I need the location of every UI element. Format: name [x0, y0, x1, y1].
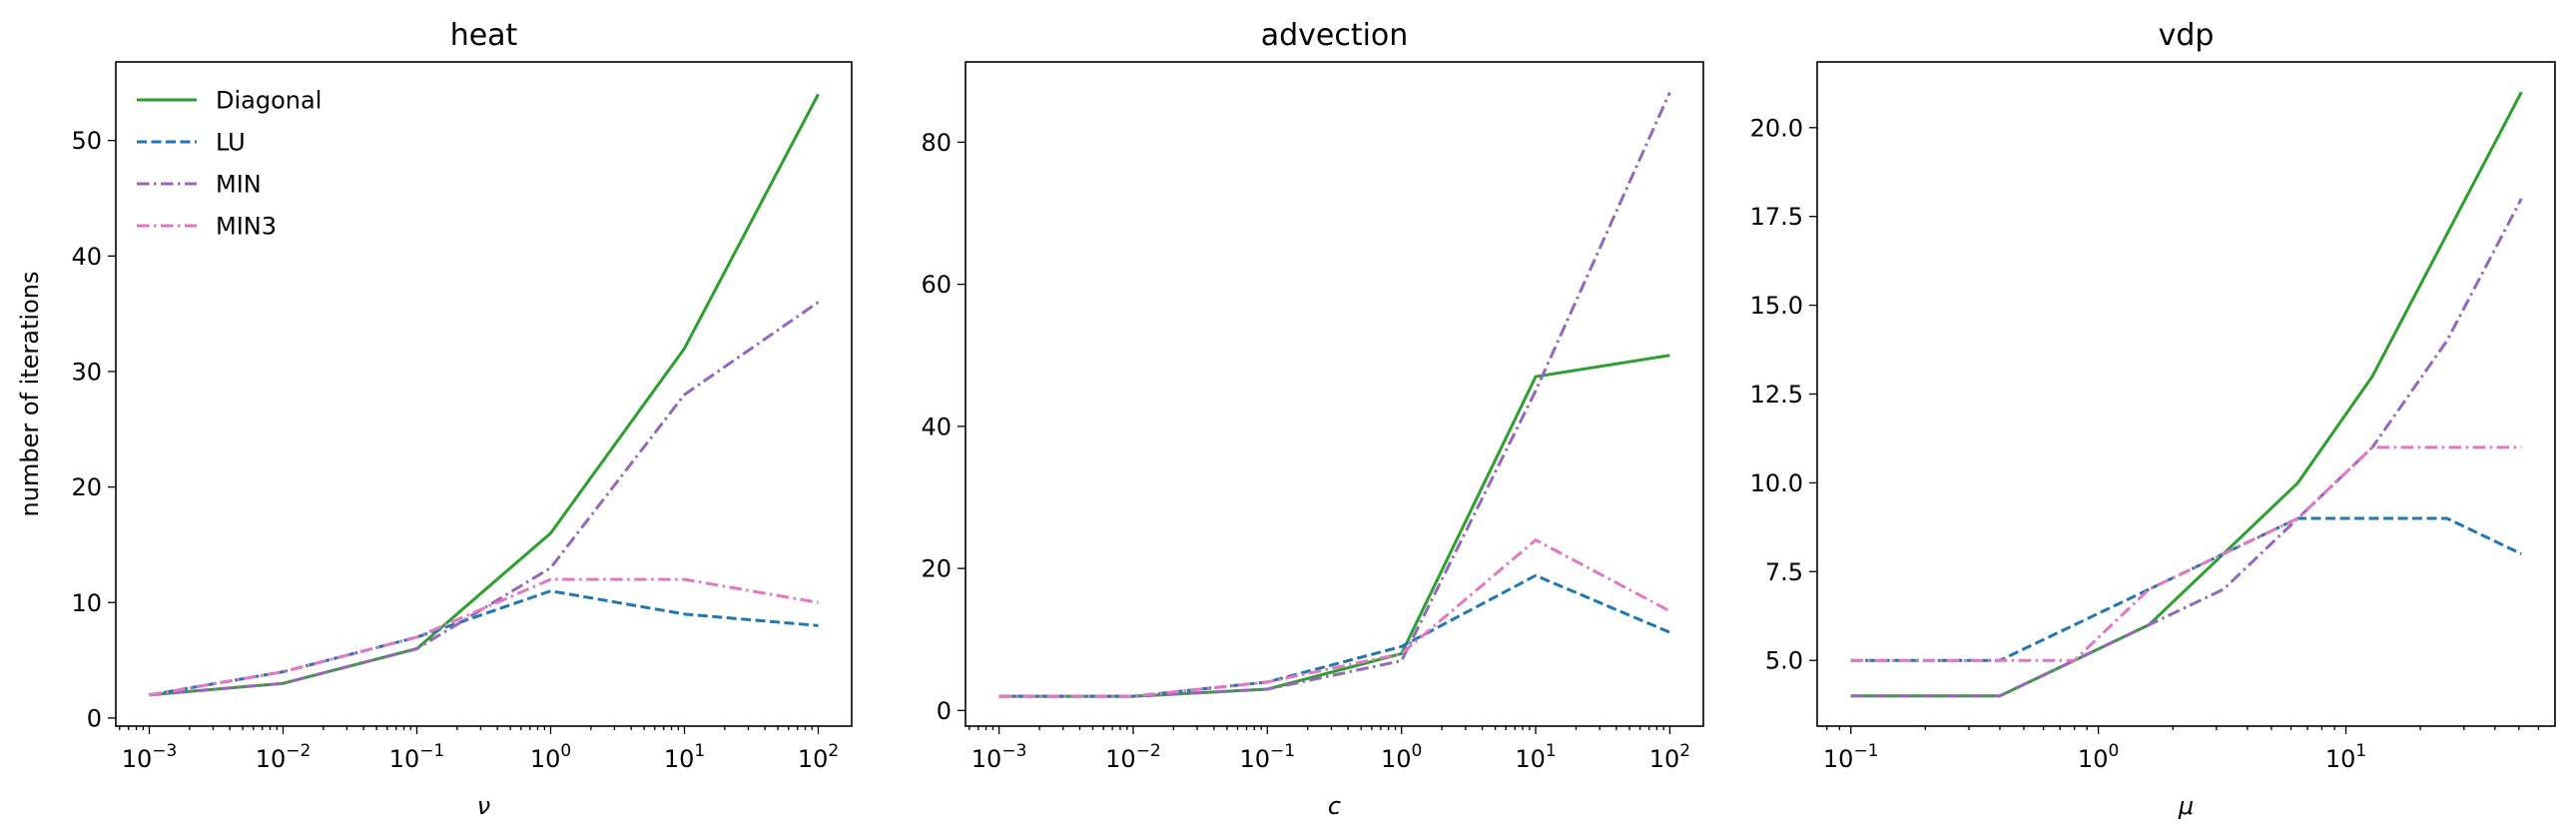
- legend-label-min: MIN: [216, 171, 262, 199]
- y-tick-label: 30: [71, 358, 102, 386]
- series-line-min3: [998, 538, 1671, 698]
- x-axis-label: μ: [2178, 792, 2194, 820]
- y-tick-label: 40: [921, 413, 952, 440]
- y-axis-label: number of iterations: [16, 272, 44, 517]
- legend-label-lu: LU: [216, 129, 246, 157]
- y-tick-label: 5.0: [1765, 647, 1803, 675]
- chart-title: vdp: [2159, 18, 2215, 53]
- x-tick-label: 100: [2078, 741, 2119, 773]
- x-tick-label: 101: [664, 741, 705, 773]
- series-line-lu: [149, 589, 819, 697]
- series-line-min: [149, 301, 820, 697]
- y-tick-label: 10: [71, 589, 102, 617]
- axes-frame: [1816, 61, 2556, 727]
- axes-frame: [115, 61, 853, 727]
- legend-label-min3: MIN3: [216, 213, 277, 241]
- y-tick-label: 80: [921, 129, 952, 157]
- y-tick-label: 20.0: [1750, 114, 1803, 142]
- legend-label-diagonal: Diagonal: [216, 87, 322, 115]
- x-axis-label: ν: [477, 792, 490, 820]
- x-tick-label: 100: [530, 741, 571, 773]
- series-line-diagonal: [998, 354, 1670, 698]
- x-tick-label: 10−2: [1105, 741, 1161, 773]
- series-line-min: [998, 91, 1671, 698]
- series-line-diagonal: [149, 93, 820, 697]
- panel-advection: advection 10−3 10−2 10−1 100 101 102 0 20 40 60 80 c: [921, 18, 1704, 820]
- y-tick-label: 60: [921, 271, 952, 299]
- legend: Diagonal LU MIN MIN3: [137, 87, 322, 241]
- y-tick-label: 20: [921, 555, 952, 583]
- x-tick-label: 10−3: [122, 741, 178, 773]
- y-tick-label: 12.5: [1750, 381, 1803, 409]
- y-tick-label: 0: [937, 697, 952, 725]
- x-tick-label: 101: [2325, 741, 2366, 773]
- series-line-min3: [149, 577, 819, 697]
- x-tick-label: 100: [1381, 741, 1422, 773]
- x-tick-label: 10−1: [1823, 741, 1879, 773]
- x-tick-label: 10−1: [389, 741, 445, 773]
- x-axis-label: c: [1328, 792, 1341, 820]
- y-tick-label: 50: [71, 127, 102, 155]
- y-tick-label: 7.5: [1765, 558, 1803, 586]
- y-tick-label: 17.5: [1750, 203, 1803, 231]
- series-line-min3: [1850, 445, 2522, 662]
- x-tick-label: 10−2: [256, 741, 312, 773]
- y-tick-label: 10.0: [1750, 469, 1803, 497]
- y-tick-label: 0: [87, 704, 102, 732]
- panel-vdp: vdp 10−1 100 101 5.0 7.5 10.0 12.5 15.0 17.5 20.0 μ: [1750, 18, 2556, 820]
- axes-frame: [965, 61, 1704, 727]
- series-line-lu: [998, 573, 1670, 698]
- x-tick-label: 10−3: [971, 741, 1027, 773]
- x-tick-label: 101: [1515, 741, 1556, 773]
- chart-title: heat: [450, 18, 518, 53]
- y-tick-label: 20: [71, 473, 102, 501]
- y-tick-label: 15.0: [1750, 292, 1803, 320]
- y-tick-label: 40: [71, 243, 102, 271]
- chart-title: advection: [1261, 18, 1409, 53]
- x-tick-label: 102: [1649, 741, 1690, 773]
- x-tick-label: 10−1: [1240, 741, 1296, 773]
- series-line-min: [1850, 198, 2523, 698]
- series-line-diagonal: [1850, 91, 2523, 698]
- x-tick-label: 102: [798, 741, 839, 773]
